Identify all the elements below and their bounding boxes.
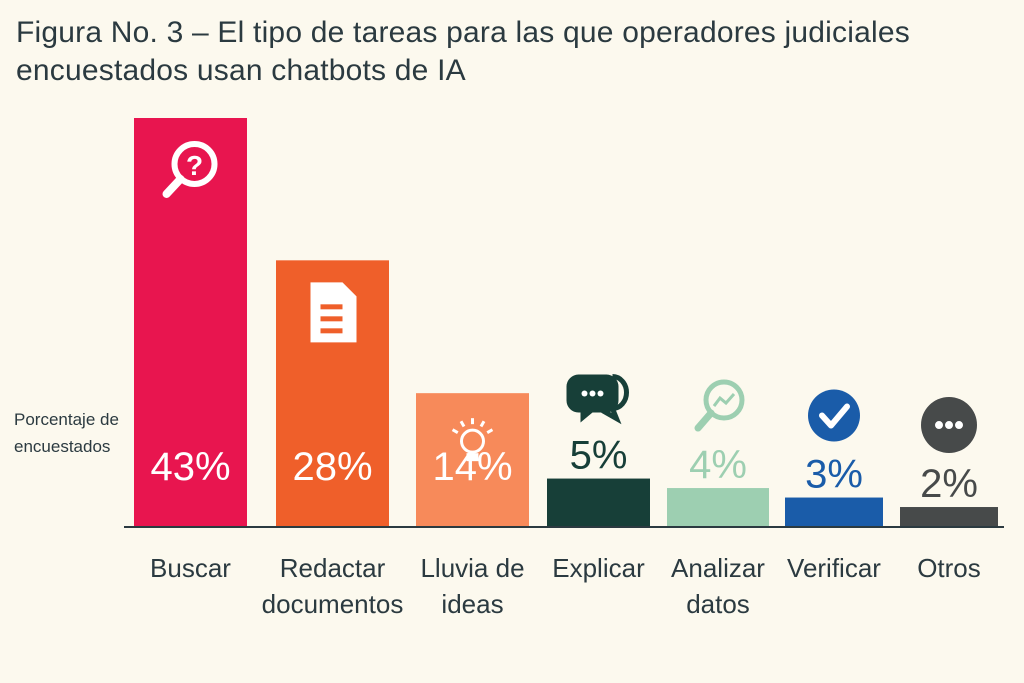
category-label-1: Redactar documentos: [262, 553, 404, 619]
category-label-6: Otros: [917, 553, 981, 583]
value-label-1: 28%: [292, 445, 372, 489]
bar-4: [667, 488, 769, 526]
value-label-0: 43%: [150, 445, 230, 489]
svg-text:?: ?: [186, 150, 203, 181]
search-question-icon: ?: [162, 141, 218, 198]
chart-title: Figura No. 3 – El tipo de tareas para la…: [16, 16, 910, 87]
value-label-4: 4%: [689, 443, 747, 487]
y-axis-label: Porcentaje de encuestados: [14, 410, 119, 456]
category-label-0: Buscar: [150, 553, 231, 583]
value-label-3: 5%: [570, 434, 628, 478]
chart-magnifier-icon: [694, 379, 745, 432]
chat-bubbles-icon: [566, 374, 629, 425]
value-label-5: 3%: [805, 453, 863, 497]
bar-3: [547, 478, 650, 526]
category-label-5: Verificar: [787, 553, 881, 583]
category-label-3: Explicar: [552, 553, 645, 583]
category-label-2: Lluvia de ideas: [420, 553, 524, 619]
lightbulb-icon: [451, 418, 494, 462]
document-icon: [310, 282, 357, 343]
bar-5: [785, 497, 883, 526]
value-label-6: 2%: [920, 462, 978, 506]
check-circle-icon: [808, 389, 860, 442]
more-circle-icon: [921, 397, 977, 454]
category-label-4: Analizar datos: [671, 553, 765, 619]
bar-6: [900, 507, 998, 526]
